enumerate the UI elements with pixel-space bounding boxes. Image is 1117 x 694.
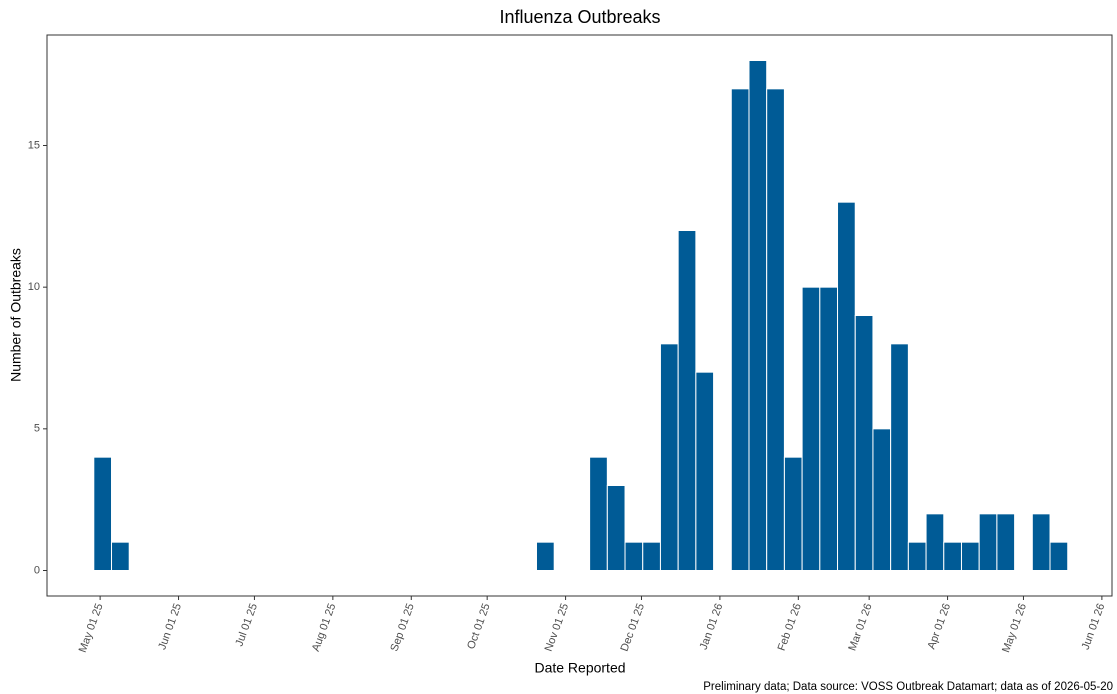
bar: [960, 541, 980, 572]
bar: [589, 456, 608, 571]
x-tick-label: Dec 01 25: [619, 602, 647, 653]
panel-border: [46, 34, 1113, 597]
bar: [1031, 513, 1051, 571]
x-tick-label: Sep 01 25: [388, 602, 416, 653]
bar: [659, 343, 679, 572]
x-tick-label: Jun 01 25: [156, 602, 184, 652]
x-tick-label: Feb 01 26: [776, 602, 804, 653]
bar: [801, 286, 821, 571]
bar: [624, 541, 644, 572]
bar: [872, 428, 892, 572]
bar: [907, 541, 927, 572]
x-tick-label: Jan 01 26: [698, 602, 726, 652]
bar: [943, 541, 962, 572]
bar: [695, 371, 715, 571]
bar: [837, 201, 856, 572]
bar: [111, 541, 130, 572]
bar: [642, 541, 661, 572]
bar: [606, 485, 626, 571]
x-tick-label: Apr 01 26: [926, 602, 954, 651]
bar: [748, 60, 768, 571]
bar: [730, 88, 750, 571]
y-tick-label: 5: [34, 423, 40, 435]
bar: [890, 343, 909, 572]
bar: [925, 513, 945, 571]
x-tick-label: Jul 01 25: [233, 602, 260, 648]
bar: [677, 230, 697, 571]
chart-title: Influenza Outbreaks: [499, 7, 660, 27]
bar: [93, 456, 113, 571]
bar: [766, 88, 785, 571]
bar: [996, 513, 1016, 571]
y-axis-label: Number of Outbreaks: [8, 248, 24, 382]
x-axis-label: Date Reported: [534, 660, 625, 676]
x-tick-label: May 01 25: [77, 602, 106, 654]
bar: [854, 315, 874, 571]
bar: [783, 456, 803, 571]
bar: [978, 513, 998, 571]
x-tick-label: Jun 01 26: [1080, 602, 1108, 652]
y-tick-label: 10: [28, 281, 40, 293]
y-tick-label: 15: [28, 139, 40, 151]
bar: [535, 541, 555, 572]
x-tick-label: Mar 01 26: [846, 602, 874, 653]
bar: [1049, 541, 1069, 572]
x-tick-label: May 01 26: [1000, 602, 1029, 654]
x-tick-label: Aug 01 25: [310, 602, 338, 653]
x-tick-label: Nov 01 25: [543, 602, 571, 653]
x-tick-label: Oct 01 25: [465, 602, 493, 651]
bar: [819, 286, 839, 571]
caption: Preliminary data; Data source: VOSS Outb…: [703, 681, 1113, 693]
y-tick-label: 0: [34, 564, 40, 576]
